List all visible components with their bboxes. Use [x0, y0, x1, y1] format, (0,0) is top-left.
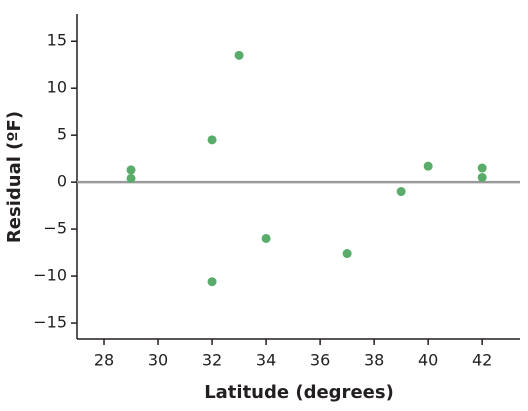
point [126, 165, 136, 175]
point [261, 233, 271, 243]
point [477, 163, 487, 173]
x-axis-title: Latitude (degrees) [204, 382, 394, 403]
x-tick-label: 30 [148, 351, 168, 370]
y-tick-label: −5 [43, 219, 67, 238]
y-tick-label: 10 [47, 78, 67, 97]
y-tick-label: −10 [33, 266, 67, 285]
x-tick-label: 36 [310, 351, 330, 370]
point [477, 172, 487, 182]
point [423, 161, 433, 171]
x-tick-label: 34 [256, 351, 276, 370]
y-tick-label: −15 [33, 313, 67, 332]
point [126, 173, 136, 183]
point [207, 135, 217, 145]
x-tick-label: 42 [472, 351, 492, 370]
point [396, 187, 406, 197]
x-tick-label: 38 [364, 351, 384, 370]
x-tick-label: 28 [94, 351, 114, 370]
x-tick-label: 32 [202, 351, 222, 370]
y-tick-label: 5 [57, 125, 67, 144]
y-axis-title: Residual (ºF) [4, 111, 25, 243]
point [234, 50, 244, 60]
y-tick-label: 15 [47, 31, 67, 50]
point [342, 249, 352, 259]
y-tick-label: 0 [57, 172, 67, 191]
point [207, 277, 217, 287]
x-tick-label: 40 [418, 351, 438, 370]
